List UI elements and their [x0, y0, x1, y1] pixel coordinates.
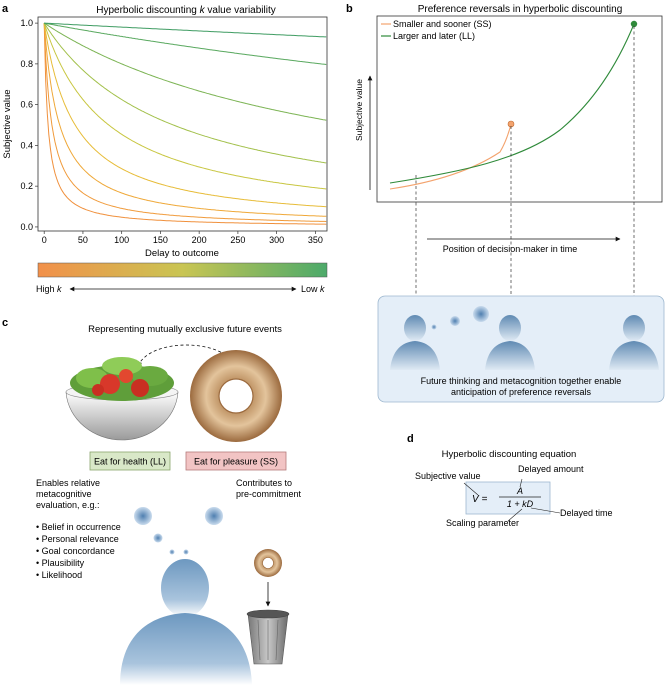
label-subjective-value: Subjective value [415, 471, 481, 481]
pleasure-label: Eat for pleasure (SS) [194, 457, 278, 467]
time-arrow-label: Position of decision-maker in time [443, 244, 578, 254]
series-line-k=0.006 [43, 22, 327, 164]
y-tick-label: 0.2 [20, 181, 33, 191]
series-line-k=0.05 [43, 23, 327, 217]
person-silhouette-present [485, 315, 535, 370]
metacognitive-bullet-list: • Belief in occurrence • Personal releva… [36, 522, 121, 580]
series-line-k=0.0025 [43, 22, 327, 121]
panel-b-letter: b [346, 3, 353, 15]
chart-a-x-axis: 0 50 100 150 200 250 300 350 [42, 231, 323, 245]
series-line-k=0.025 [43, 23, 327, 208]
contributes-line-2: pre-commitment [236, 489, 302, 499]
x-tick-label: 150 [153, 235, 168, 245]
enables-line-1: Enables relative [36, 478, 100, 488]
x-tick-label: 100 [114, 235, 129, 245]
bullet-item: • Goal concordance [36, 546, 115, 556]
chart-b-frame [376, 15, 663, 203]
contributes-line-1: Contributes to [236, 478, 292, 488]
x-tick-label: 0 [42, 235, 47, 245]
x-tick-label: 200 [192, 235, 207, 245]
x-tick-label: 350 [308, 235, 323, 245]
person-silhouette-past [390, 315, 440, 370]
small-donut-icon [254, 549, 282, 577]
thought-bubbles-c [134, 507, 223, 555]
leader-time [530, 507, 561, 514]
legend-ss-label: Smaller and sooner (SS) [393, 19, 492, 29]
leader-scaling [507, 508, 523, 522]
chart-b-legend: Smaller and sooner (SS) Larger and later… [381, 19, 492, 41]
trash-bin-icon [246, 609, 290, 665]
x-tick-label: 50 [78, 235, 88, 245]
equation-lhs: V = [472, 494, 487, 505]
person-silhouette-future [609, 315, 659, 370]
equation-denominator: 1 + kD [507, 499, 534, 509]
panel-a-letter: a [2, 3, 9, 15]
x-tick-label: 250 [230, 235, 245, 245]
panel-c-letter: c [2, 317, 8, 329]
label-scaling-parameter: Scaling parameter [446, 518, 519, 528]
k-color-scale [37, 262, 328, 278]
caption-line-2: anticipation of preference reversals [451, 387, 592, 397]
panel-d-letter: d [407, 433, 414, 445]
scale-low-label: Low k [301, 284, 325, 294]
ss-curve [389, 123, 512, 190]
y-tick-label: 0.6 [20, 100, 33, 110]
chart-a-series [43, 22, 327, 225]
x-tick-label: 300 [269, 235, 284, 245]
salad-bowl-icon [65, 357, 179, 441]
enables-line-2: metacognitive [36, 489, 92, 499]
chart-a-frame [37, 16, 328, 232]
leader-amount [519, 478, 523, 488]
y-tick-label: 0.8 [20, 59, 33, 69]
health-label: Eat for health (LL) [94, 457, 166, 467]
series-line-k=0.1 [43, 23, 327, 222]
enables-line-3: evaluation, e.g.: [36, 500, 100, 510]
label-delayed-time: Delayed time [560, 508, 613, 518]
series-line-k=0.0007 [44, 22, 327, 65]
y-tick-label: 0.0 [20, 222, 33, 232]
y-tick-label: 1.0 [20, 18, 33, 28]
chart-a-ylabel: Subjective value [2, 89, 13, 158]
panel-c-heading: Representing mutually exclusive future e… [88, 324, 282, 335]
bullet-item: • Likelihood [36, 570, 82, 580]
chart-a-y-axis: 0.0 0.2 0.4 0.6 0.8 1.0 [20, 18, 38, 232]
series-line-k=0.012 [43, 22, 327, 190]
panel-b-title: Preference reversals in hyperbolic disco… [418, 4, 623, 15]
bullet-item: • Plausibility [36, 558, 85, 568]
ll-reward-point [630, 20, 638, 28]
scale-high-label: High k [36, 284, 62, 294]
donut-icon [190, 350, 282, 442]
pleasure-label-box [185, 451, 287, 471]
person-silhouette-thinker [120, 559, 252, 685]
series-line-k=0.0002 [44, 22, 327, 38]
chart-a-xlabel: Delay to outcome [145, 248, 219, 259]
y-tick-label: 0.4 [20, 140, 33, 150]
panel-a-title: Hyperbolic discounting k value variabili… [96, 5, 276, 16]
bullet-item: • Personal relevance [36, 534, 119, 544]
leader-subjective [463, 482, 479, 496]
label-delayed-amount: Delayed amount [518, 464, 584, 474]
chart-a: 0.0 0.2 0.4 0.6 0.8 1.0 0 50 100 150 200 250 300 350… [2, 16, 328, 259]
equation-numerator: A [516, 486, 523, 496]
health-label-box [89, 451, 171, 471]
thought-bubbles-b [431, 306, 489, 330]
chart-b-ylabel: Subjective value [354, 79, 364, 141]
ll-curve [389, 23, 635, 184]
projection-lines [415, 26, 635, 318]
legend-ll-label: Larger and later (LL) [393, 31, 475, 41]
caption-line-1: Future thinking and metacognition togeth… [421, 376, 622, 386]
equation-title: Hyperbolic discounting equation [442, 449, 577, 460]
series-line-k=0.2 [43, 23, 327, 225]
bullet-item: • Belief in occurrence [36, 522, 121, 532]
